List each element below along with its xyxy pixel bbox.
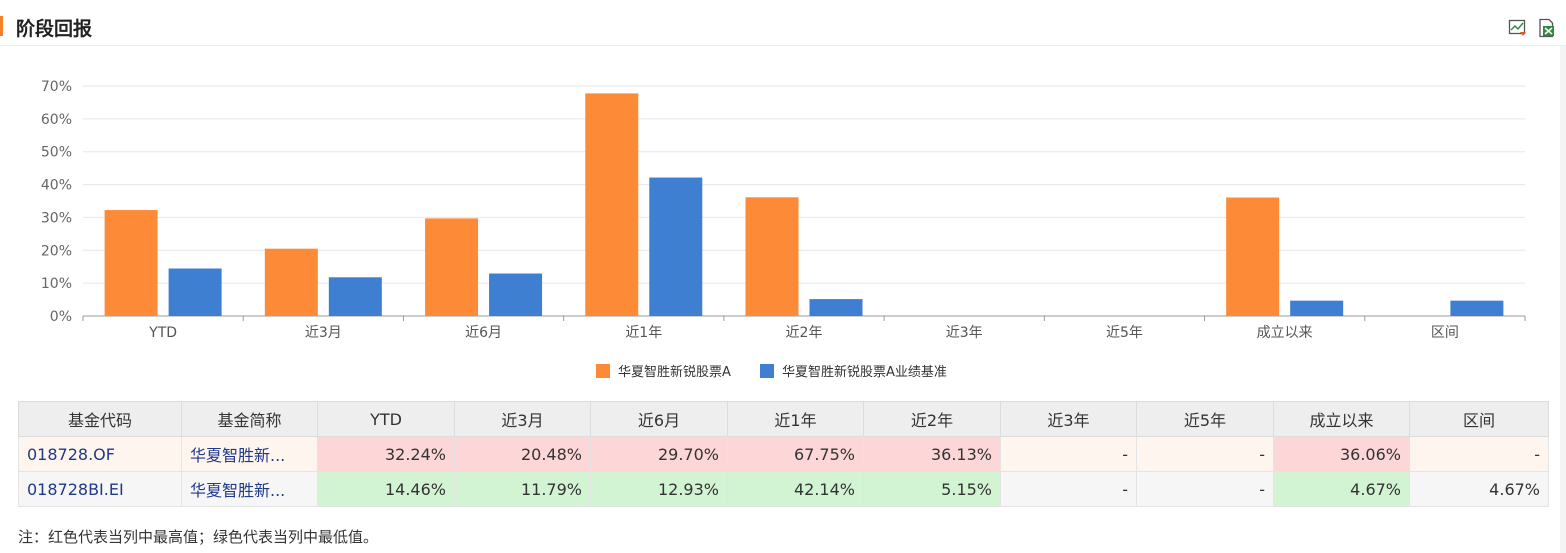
- cell-5y: -: [1136, 471, 1274, 507]
- x-tick-label: 近1年: [625, 325, 662, 341]
- legend-swatch-fund: [596, 363, 610, 378]
- bar-benchmark: [489, 273, 543, 316]
- legend-item-benchmark[interactable]: 华夏智胜新锐股票A业绩基准: [760, 361, 947, 380]
- y-tick-label: 70%: [41, 79, 72, 95]
- bar-benchmark: [809, 299, 863, 316]
- y-tick-label: 30%: [41, 210, 72, 226]
- bar-benchmark: [1450, 300, 1504, 316]
- bar-benchmark: [328, 277, 382, 316]
- cell-3y: -: [1000, 471, 1137, 507]
- cell-since-inception: 36.06%: [1273, 436, 1410, 472]
- cell-interval: -: [1409, 436, 1549, 472]
- cell-6m: 29.70%: [590, 436, 728, 472]
- cell-3m: 11.79%: [454, 471, 591, 507]
- header-accent-bar: [0, 16, 3, 36]
- bar-chart: 0% 10% 20% 30% 40% 50% 60% 70% YTD 近3月 近6月 近1年 近2年 近3…: [41, 79, 1526, 341]
- x-tick-label: 近6月: [465, 325, 502, 341]
- excel-export-icon[interactable]: [1536, 18, 1556, 38]
- cell-interval: 4.67%: [1409, 471, 1549, 507]
- x-tick-label: 近3年: [946, 325, 983, 341]
- x-tick-label: 成立以来: [1257, 325, 1313, 341]
- table-footnote: 注：红色代表当列中最高值；绿色代表当列中最低值。: [18, 528, 379, 546]
- legend-swatch-benchmark: [760, 363, 774, 378]
- col-header-interval: 区间: [1409, 401, 1549, 437]
- cell-2y: 36.13%: [863, 436, 1001, 472]
- cell-3m: 20.48%: [454, 436, 591, 472]
- bar-benchmark: [168, 268, 222, 316]
- cell-1y: 42.14%: [727, 471, 864, 507]
- chart-legend: 华夏智胜新锐股票A 华夏智胜新锐股票A业绩基准: [0, 361, 1566, 381]
- benchmark-name-link[interactable]: 华夏智胜新...: [181, 471, 318, 507]
- section-header: 阶段回报: [0, 0, 1566, 46]
- col-header-1y: 近1年: [727, 401, 864, 437]
- x-tick-label: YTD: [148, 325, 177, 341]
- col-header-5y: 近5年: [1136, 401, 1274, 437]
- chart-export-icon[interactable]: [1508, 18, 1528, 38]
- bar-fund: [1226, 197, 1280, 316]
- y-tick-label: 60%: [41, 112, 72, 128]
- cell-6m: 12.93%: [590, 471, 728, 507]
- y-tick-label: 50%: [41, 145, 72, 161]
- table-row: 018728BI.EI 华夏智胜新... 14.46% 11.79% 12.93…: [18, 471, 1549, 507]
- col-header-2y: 近2年: [863, 401, 1001, 437]
- bar-fund: [745, 197, 799, 316]
- legend-label-benchmark: 华夏智胜新锐股票A业绩基准: [782, 365, 947, 380]
- cell-1y: 67.75%: [727, 436, 864, 472]
- cell-3y: -: [1000, 436, 1137, 472]
- col-header-3y: 近3年: [1000, 401, 1137, 437]
- cell-since-inception: 4.67%: [1273, 471, 1410, 507]
- cell-2y: 5.15%: [863, 471, 1001, 507]
- bar-fund: [264, 248, 318, 316]
- x-tick-label: 近5年: [1106, 325, 1143, 341]
- bar-benchmark: [1290, 300, 1344, 316]
- table-header-row: 基金代码 基金简称 YTD 近3月 近6月 近1年 近2年 近3年 近5年 成立…: [18, 401, 1549, 437]
- bar-fund: [425, 218, 479, 316]
- x-tick-label: 近2年: [786, 325, 823, 341]
- scrollbar-track[interactable]: [1560, 46, 1566, 553]
- bar-fund: [585, 93, 639, 316]
- cell-ytd: 14.46%: [317, 471, 455, 507]
- col-header-since-inception: 成立以来: [1273, 401, 1410, 437]
- y-tick-label: 20%: [41, 243, 72, 259]
- col-header-ytd: YTD: [317, 401, 455, 437]
- y-tick-label: 40%: [41, 178, 72, 194]
- fund-name-link[interactable]: 华夏智胜新...: [181, 436, 318, 472]
- col-header-name: 基金简称: [181, 401, 318, 437]
- legend-item-fund[interactable]: 华夏智胜新锐股票A: [596, 361, 731, 380]
- section-title: 阶段回报: [16, 18, 93, 40]
- cell-5y: -: [1136, 436, 1274, 472]
- col-header-code: 基金代码: [18, 401, 182, 437]
- y-tick-label: 0%: [50, 309, 72, 325]
- table-row: 018728.OF 华夏智胜新... 32.24% 20.48% 29.70% …: [18, 436, 1549, 472]
- x-tick-label: 近3月: [305, 325, 342, 341]
- legend-label-fund: 华夏智胜新锐股票A: [618, 365, 731, 380]
- fund-code-link[interactable]: 018728.OF: [18, 436, 182, 472]
- col-header-6m: 近6月: [590, 401, 728, 437]
- bar-benchmark: [649, 177, 703, 316]
- y-tick-label: 10%: [41, 276, 72, 292]
- cell-ytd: 32.24%: [317, 436, 455, 472]
- returns-table: 基金代码 基金简称 YTD 近3月 近6月 近1年 近2年 近3年 近5年 成立…: [18, 401, 1549, 507]
- x-tick-label: 区间: [1431, 325, 1459, 341]
- benchmark-code-link[interactable]: 018728BI.EI: [18, 471, 182, 507]
- col-header-3m: 近3月: [454, 401, 591, 437]
- bar-fund: [104, 210, 158, 316]
